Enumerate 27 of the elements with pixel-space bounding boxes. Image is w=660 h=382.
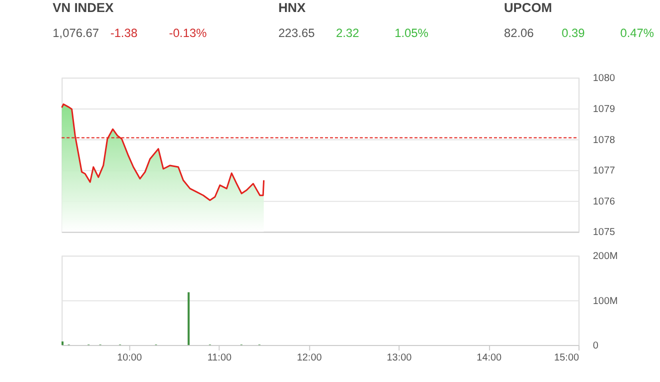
text: 0.39	[562, 26, 586, 40]
y-tick-label: 1079	[592, 104, 616, 115]
text: 82.06	[504, 26, 534, 40]
y-tick-label: 1076	[592, 196, 616, 208]
text: -1.38	[110, 26, 138, 40]
x-tick-label: 14:00	[476, 352, 502, 364]
y-tick-label: 1078	[592, 134, 616, 146]
x-tick-label: 11:00	[207, 352, 232, 364]
x-tick-label: 13:00	[386, 352, 412, 364]
y-tick-label: 0	[592, 340, 599, 352]
x-tick-label: 12:00	[296, 352, 322, 364]
y-tick-label: 200M	[592, 251, 618, 262]
y-tick-label: 100M	[592, 296, 618, 307]
text: -0.13%	[168, 26, 208, 40]
y-tick-label: 1080	[592, 73, 616, 84]
text: 1,076.67	[52, 26, 100, 40]
text: HNX	[278, 0, 306, 16]
y-tick-label: 1077	[592, 166, 616, 177]
text: 223.65	[278, 26, 316, 40]
text: 1.05%	[394, 26, 429, 40]
text: 0.47%	[620, 26, 654, 40]
x-tick-label: 10:00	[117, 352, 142, 364]
x-tick-label: 15:00	[554, 352, 580, 364]
y-tick-label: 1075	[592, 227, 616, 238]
text: UPCOM	[504, 0, 552, 16]
text: VN INDEX	[52, 0, 114, 16]
text: 2.32	[336, 26, 360, 40]
